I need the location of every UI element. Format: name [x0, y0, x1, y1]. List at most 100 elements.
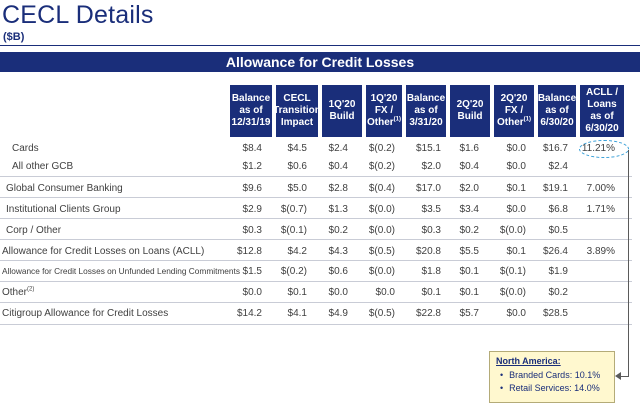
table-cell: $0.5: [548, 225, 568, 236]
table-cell: $(0.5): [368, 308, 395, 319]
table-cell: $26.4: [542, 246, 568, 257]
table-cell: $4.2: [287, 246, 307, 257]
table-cell: $0.0: [506, 143, 526, 154]
table-cell: $(0.0): [499, 225, 526, 236]
table-cell: $20.8: [415, 246, 441, 257]
table-cell: $(0.2): [368, 161, 395, 172]
table-cell: $6.8: [548, 204, 568, 215]
row-label: Citigroup Allowance for Credit Losses: [2, 308, 169, 319]
table-cell: $22.8: [415, 308, 441, 319]
table-cell: $16.7: [542, 143, 568, 154]
title-rule: [0, 45, 640, 46]
table-cell: $0.6: [287, 161, 307, 172]
row-label: Allowance for Credit Losses on Loans (AC…: [2, 246, 205, 257]
table-cell: $1.2: [242, 161, 262, 172]
table-cell: 3.89%: [586, 246, 615, 257]
callout-title: North America:: [496, 356, 561, 366]
callout-item: • Retail Services: 14.0%: [500, 383, 600, 393]
row-divider: [0, 302, 632, 303]
row-divider: [0, 324, 632, 325]
table-cell: $0.2: [548, 287, 568, 298]
column-header: 1Q'20 Build: [322, 85, 362, 137]
table-cell: $2.8: [328, 183, 348, 194]
table-cell: $0.1: [506, 183, 526, 194]
table-cell: $0.3: [242, 225, 262, 236]
table-cell: $19.1: [542, 183, 568, 194]
row-divider: [0, 239, 632, 240]
table-cell: $0.2: [459, 225, 479, 236]
table-cell: $0.0: [506, 204, 526, 215]
column-header: Balance as of 6/30/20: [538, 85, 576, 137]
table-cell: $0.6: [328, 266, 348, 277]
table-cell: $2.9: [242, 204, 262, 215]
row-label: Global Consumer Banking: [6, 183, 123, 194]
table-cell: $(0.0): [499, 287, 526, 298]
row-divider: [0, 218, 632, 219]
column-header: 2Q'20 Build: [450, 85, 490, 137]
column-header: Balance as of 3/31/20: [406, 85, 446, 137]
table-cell: $5.0: [287, 183, 307, 194]
table-cell: $14.2: [236, 308, 262, 319]
table-cell: $0.2: [328, 225, 348, 236]
table-cell: $(0.4): [368, 183, 395, 194]
column-header: ACLL / Loans as of 6/30/20: [580, 85, 624, 137]
table-cell: $28.5: [542, 308, 568, 319]
table-cell: $4.5: [287, 143, 307, 154]
table-cell: $(0.2): [368, 143, 395, 154]
cards-ratio-highlight: [579, 140, 629, 158]
row-label: Corp / Other: [6, 225, 62, 236]
table-cell: $0.3: [421, 225, 441, 236]
table-cell: $0.1: [459, 266, 479, 277]
column-header: 1Q'20 FX / Other(1): [366, 85, 402, 137]
north-america-callout: North America: • Branded Cards: 10.1% • Re…: [489, 351, 615, 403]
table-cell: $8.4: [242, 143, 262, 154]
table-cell: $(0.1): [499, 266, 526, 277]
table-cell: $1.8: [421, 266, 441, 277]
table-cell: $(0.5): [368, 246, 395, 257]
column-header: Balance as of 12/31/19: [230, 85, 272, 137]
callout-connector-vertical: [628, 150, 629, 377]
table-cell: $17.0: [415, 183, 441, 194]
table-cell: $0.1: [459, 287, 479, 298]
table-cell: $2.4: [328, 143, 348, 154]
table-cell: $4.9: [328, 308, 348, 319]
table-cell: $0.1: [287, 287, 307, 298]
table-cell: $2.0: [421, 161, 441, 172]
table-cell: $1.5: [242, 266, 262, 277]
row-label: Institutional Clients Group: [6, 204, 121, 215]
table-cell: $1.9: [548, 266, 568, 277]
table-banner: Allowance for Credit Losses: [0, 52, 640, 72]
column-header: 2Q'20 FX / Other(1): [494, 85, 534, 137]
row-divider: [0, 176, 632, 177]
table-cell: $0.1: [506, 246, 526, 257]
callout-connector-horizontal: [617, 376, 629, 377]
table-cell: $0.4: [328, 161, 348, 172]
row-divider: [0, 197, 632, 198]
column-header: CECL Transition Impact: [273, 85, 321, 137]
page-title: CECL Details: [2, 1, 154, 29]
table-cell: $(0.7): [280, 204, 307, 215]
table-cell: $15.1: [415, 143, 441, 154]
table-cell: $(0.0): [368, 225, 395, 236]
table-cell: $5.5: [459, 246, 479, 257]
row-label: Allowance for Credit Losses on Unfunded …: [2, 266, 240, 276]
table-cell: $2.0: [459, 183, 479, 194]
table-cell: $0.0: [328, 287, 348, 298]
table-cell: $0.0: [506, 161, 526, 172]
row-label: All other GCB: [12, 161, 74, 172]
table-cell: $0.0: [506, 308, 526, 319]
table-cell: $1.3: [328, 204, 348, 215]
table-cell: $1.6: [459, 143, 479, 154]
table-cell: $(0.1): [280, 225, 307, 236]
callout-item: • Branded Cards: 10.1%: [500, 370, 601, 380]
table-cell: $4.1: [287, 308, 307, 319]
row-label: Other(2): [2, 286, 35, 298]
table-cell: $0.0: [242, 287, 262, 298]
table-cell: $12.8: [236, 246, 262, 257]
table-cell: $(0.0): [368, 266, 395, 277]
table-cell: 7.00%: [586, 183, 615, 194]
table-cell: 1.71%: [586, 204, 615, 215]
table-cell: $4.3: [328, 246, 348, 257]
table-cell: $3.5: [421, 204, 441, 215]
row-divider: [0, 260, 632, 261]
